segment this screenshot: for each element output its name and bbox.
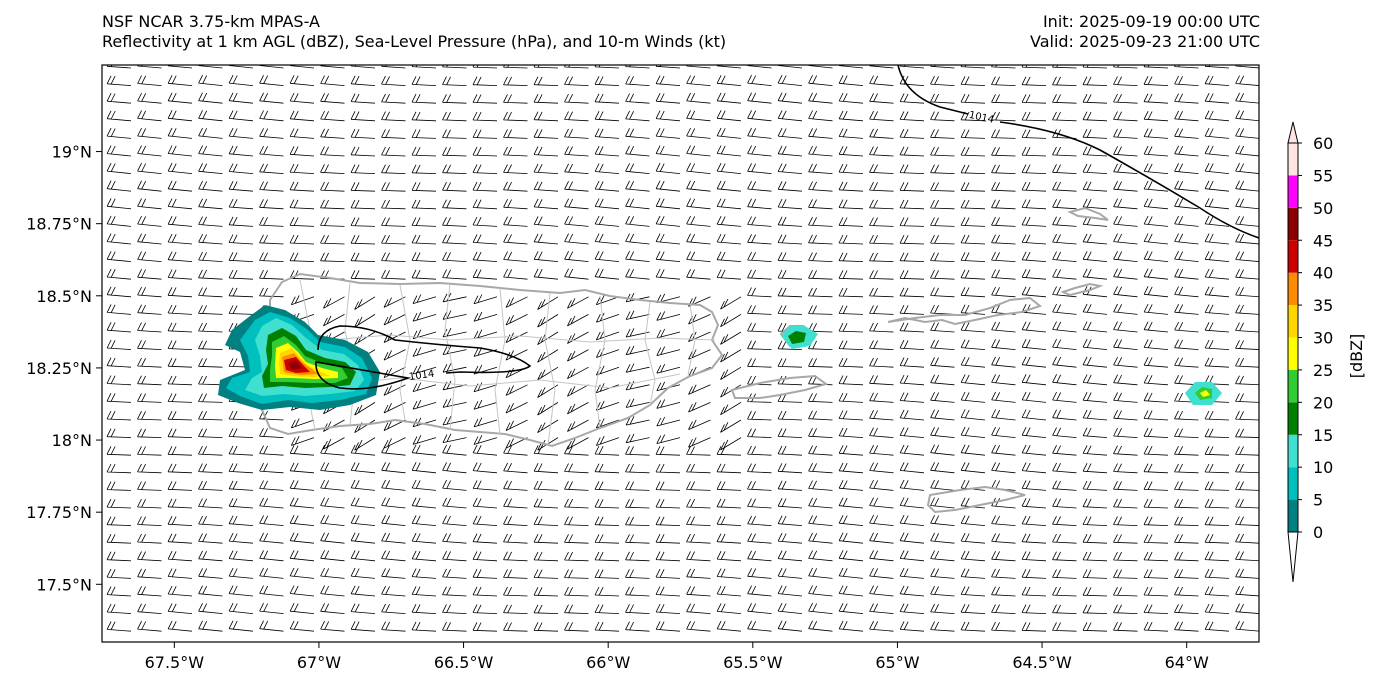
colorbar-tick-label: 10 (1313, 458, 1333, 477)
wind-barbs (106, 65, 1259, 632)
colorbar-bin (1288, 434, 1298, 468)
colorbar-bin (1288, 402, 1298, 435)
colorbar-bin (1288, 240, 1298, 273)
map-frame (101, 64, 1260, 643)
colorbar-tick-label: 25 (1313, 361, 1333, 380)
x-tick-label: 66°W (586, 653, 630, 672)
colorbar-tick-label: 30 (1313, 329, 1333, 348)
colorbar-tick-label: 20 (1313, 393, 1333, 412)
colorbar: 0 5 10 15 20 25 30 35 40 45 50 55 60 [dBZ] (1287, 121, 1366, 583)
isobar-ne (897, 65, 1259, 239)
y-tick-label: 19°N (52, 143, 92, 162)
colorbar-bin (1288, 499, 1298, 532)
x-tick-label: 64.5°W (1012, 653, 1072, 672)
map-panel: 1014 1014 (102, 65, 1259, 642)
valid-time: Valid: 2025-09-23 21:00 UTC (1029, 32, 1260, 51)
colorbar-bin (1288, 175, 1298, 208)
y-tick-label: 18.5°N (36, 287, 92, 306)
y-tick-label: 18.25°N (26, 359, 92, 378)
isobars (315, 65, 1259, 390)
colorbar-bin (1288, 467, 1298, 500)
colorbar-tick-label: 40 (1313, 264, 1333, 283)
x-tick-label: 67.5°W (145, 653, 205, 672)
x-tick-label: 66.5°W (434, 653, 494, 672)
sombrero-coast (1067, 206, 1109, 221)
colorbar-under-extend (1287, 531, 1299, 583)
colorbar-bin (1288, 305, 1298, 338)
x-tick-label: 67°W (297, 653, 341, 672)
vieques-coast (730, 374, 829, 399)
colorbar-tick-label: 5 (1313, 491, 1323, 510)
reflectivity-west (218, 305, 380, 410)
y-axis: 19°N 18.75°N 18.5°N 18.25°N 18°N 17.75°N 17.5°… (26, 143, 102, 594)
anegada-coast (1060, 282, 1104, 297)
colorbar-bin (1288, 143, 1298, 176)
x-tick-label: 64°W (1165, 653, 1209, 672)
isobar-label-pr: 1014 (408, 369, 435, 383)
colorbar-over-extend (1287, 121, 1299, 144)
colorbar-bin (1288, 207, 1298, 241)
x-axis: 67.5°W 67°W 66.5°W 66°W 65.5°W 65°W 64.5°W 64°W (145, 642, 1209, 672)
reflectivity-east (1185, 382, 1222, 405)
colorbar-label: [dBZ] (1347, 334, 1366, 379)
time-block: Init: 2025-09-19 00:00 UTC Valid: 2025-0… (1030, 12, 1260, 52)
virgin-islands-coast (887, 296, 1043, 326)
st-croix-coast (926, 485, 1026, 514)
colorbar-bin (1288, 369, 1298, 403)
refl-50dbz (288, 361, 302, 370)
colorbar-tick-label: 50 (1313, 199, 1333, 218)
title-block: NSF NCAR 3.75-km MPAS-A Reflectivity at … (102, 12, 726, 52)
init-time: Init: 2025-09-19 00:00 UTC (1042, 12, 1260, 31)
model-title: NSF NCAR 3.75-km MPAS-A (102, 12, 320, 31)
y-tick-label: 17.5°N (36, 575, 92, 594)
y-tick-label: 18.75°N (26, 215, 92, 234)
reflectivity-culebra (781, 326, 818, 349)
wind-barb-field (106, 65, 1259, 632)
colorbar-tick-label: 15 (1313, 426, 1333, 445)
colorbar-tick-label: 60 (1313, 134, 1333, 153)
x-tick-label: 65.5°W (723, 653, 783, 672)
isobar-label-ne: 1014 (968, 110, 995, 126)
colorbar-bin (1288, 272, 1298, 306)
colorbar-tick-label: 45 (1313, 231, 1333, 250)
puerto-rico-coast (256, 272, 724, 448)
fields-subtitle: Reflectivity at 1 km AGL (dBZ), Sea-Leve… (102, 32, 727, 51)
y-tick-label: 17.75°N (26, 503, 92, 522)
colorbar-tick-label: 0 (1313, 523, 1323, 542)
colorbar-tick-label: 35 (1313, 296, 1333, 315)
colorbar-bin (1288, 337, 1298, 370)
isobar-pr (315, 325, 532, 390)
colorbar-tick-label: 55 (1313, 166, 1333, 185)
y-tick-label: 18°N (52, 431, 92, 450)
x-tick-label: 65°W (875, 653, 919, 672)
